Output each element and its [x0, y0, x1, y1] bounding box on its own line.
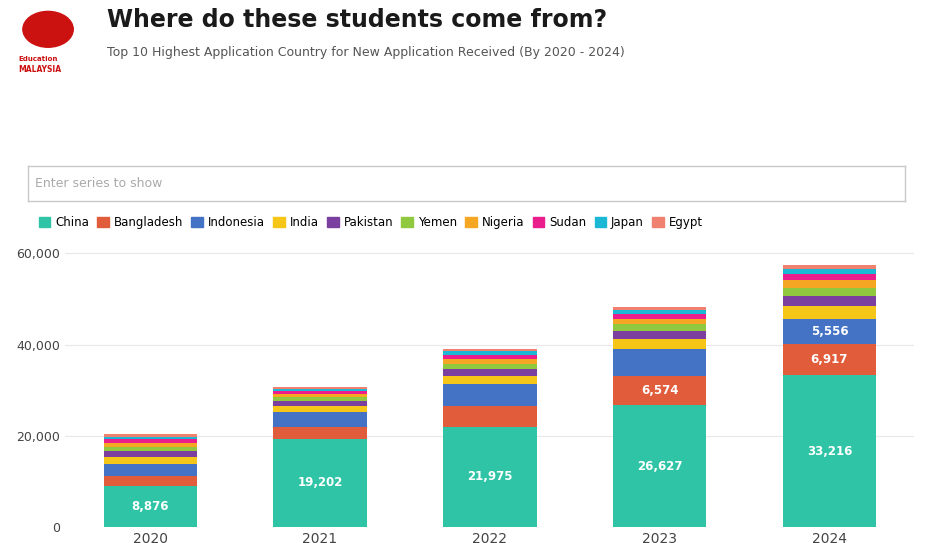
Bar — [783, 266, 876, 269]
Text: Top 10 Highest Application Country for New Application Received (By 2020 - 2024): Top 10 Highest Application Country for N… — [107, 46, 625, 59]
Bar — [104, 437, 197, 439]
Bar — [273, 401, 367, 407]
Bar — [443, 406, 536, 427]
Circle shape — [22, 11, 73, 47]
Bar — [613, 349, 706, 376]
Bar — [613, 376, 706, 406]
Text: 5,556: 5,556 — [811, 325, 848, 338]
Text: 33,216: 33,216 — [807, 445, 852, 458]
Text: Enter series to show: Enter series to show — [35, 177, 162, 190]
Bar — [613, 325, 706, 331]
Text: 26,627: 26,627 — [637, 459, 682, 472]
Bar — [443, 384, 536, 406]
Bar — [783, 269, 876, 274]
Bar — [443, 364, 536, 369]
Bar — [783, 274, 876, 280]
Bar — [443, 427, 536, 527]
Bar — [104, 434, 197, 437]
Bar — [273, 397, 367, 401]
Bar — [273, 387, 367, 389]
Bar — [273, 439, 367, 527]
Bar — [783, 296, 876, 306]
Text: 6,917: 6,917 — [811, 353, 848, 366]
Bar — [104, 447, 197, 451]
Text: MALAYSIA: MALAYSIA — [19, 65, 62, 74]
Text: 21,975: 21,975 — [467, 470, 512, 483]
Bar — [104, 439, 197, 443]
Bar — [613, 406, 706, 527]
Bar — [613, 331, 706, 339]
Bar — [273, 391, 367, 394]
Text: Where do these students come from?: Where do these students come from? — [107, 8, 607, 32]
Bar — [613, 313, 706, 319]
Bar — [273, 394, 367, 397]
Text: Education: Education — [19, 56, 58, 62]
Text: 19,202: 19,202 — [298, 477, 342, 489]
Bar — [443, 369, 536, 376]
Bar — [443, 351, 536, 355]
Bar — [783, 280, 876, 288]
Text: 6,574: 6,574 — [641, 384, 678, 397]
Bar — [104, 476, 197, 487]
Bar — [613, 339, 706, 349]
Bar — [104, 451, 197, 457]
Bar — [104, 443, 197, 447]
Bar — [273, 426, 367, 439]
Text: 8,876: 8,876 — [132, 500, 169, 513]
Bar — [273, 412, 367, 426]
Bar — [783, 306, 876, 319]
Bar — [443, 355, 536, 359]
Bar — [783, 319, 876, 344]
Bar — [783, 288, 876, 296]
Bar — [613, 307, 706, 310]
Bar — [613, 310, 706, 313]
Bar — [273, 407, 367, 412]
Bar — [443, 349, 536, 351]
Bar — [783, 344, 876, 375]
Bar — [104, 464, 197, 476]
Bar — [104, 487, 197, 527]
Bar — [783, 375, 876, 527]
Bar — [443, 359, 536, 364]
Bar — [613, 319, 706, 325]
Legend: China, Bangladesh, Indonesia, India, Pakistan, Yemen, Nigeria, Sudan, Japan, Egy: China, Bangladesh, Indonesia, India, Pak… — [34, 211, 707, 234]
Bar — [104, 457, 197, 464]
Bar — [273, 389, 367, 391]
Bar — [443, 376, 536, 384]
